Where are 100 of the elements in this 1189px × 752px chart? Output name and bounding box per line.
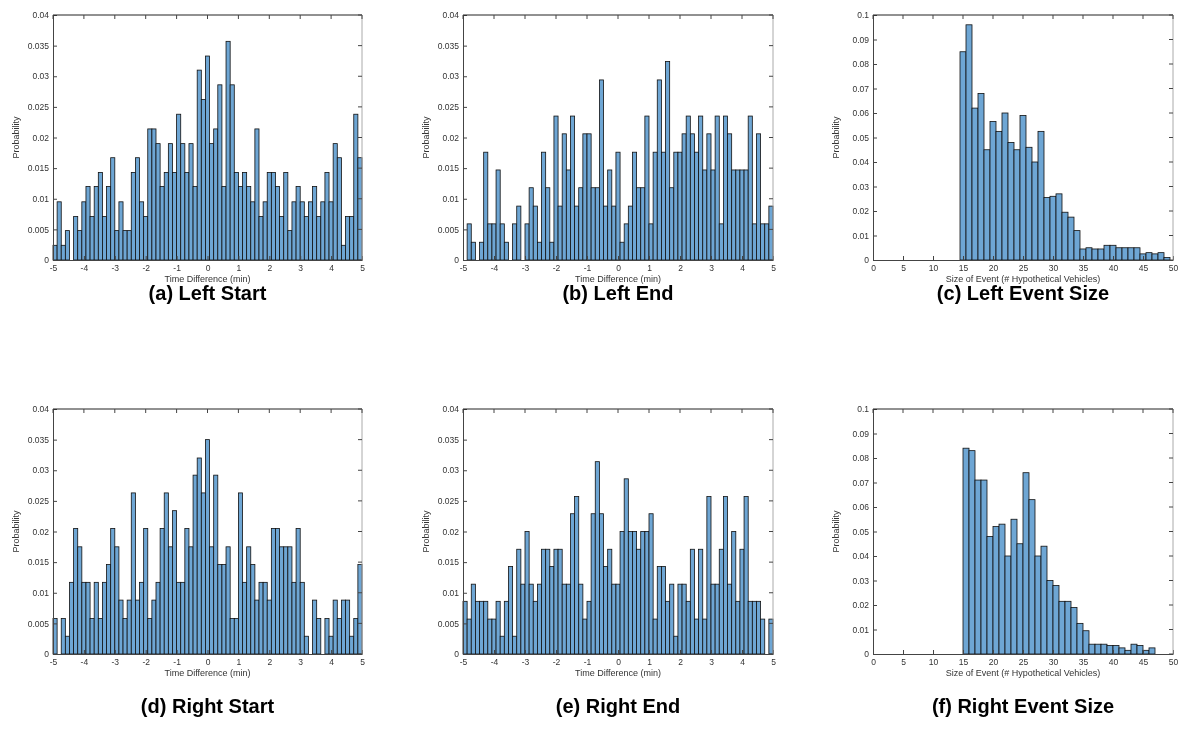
x-tick-label: 0 (616, 657, 622, 668)
y-tick-label: 0.09 (852, 34, 870, 45)
x-tick-label: 5 (771, 657, 777, 668)
y-tick-label: 0.03 (32, 465, 50, 476)
y-tick-label: 0.05 (852, 526, 870, 537)
x-tick-label: 3 (298, 263, 304, 274)
y-axis-title: Probability (421, 116, 431, 159)
y-tick-label: 0.035 (27, 434, 50, 445)
x-tick-label: -1 (173, 263, 182, 274)
y-tick-label: 0.04 (442, 404, 460, 415)
x-tick-label: -3 (521, 657, 530, 668)
text: (e) Right End (555, 695, 681, 717)
y-tick-label: 0.03 (852, 575, 870, 586)
x-tick-label: 1 (647, 263, 653, 274)
x-tick-label: 20 (988, 657, 999, 668)
text: (d) Right Start (140, 695, 275, 717)
y-tick-label: 0 (864, 649, 870, 660)
x-tick-label: 5 (360, 657, 366, 668)
x-tick-label: 4 (329, 263, 335, 274)
y-axis-title: Probability (421, 510, 431, 553)
x-tick-label: 35 (1078, 657, 1089, 668)
x-tick-label: -4 (490, 657, 499, 668)
y-tick-label: 0.06 (852, 108, 870, 119)
y-tick-label: 0.04 (852, 157, 870, 168)
x-tick-label: 30 (1048, 657, 1059, 668)
x-tick-label: -4 (80, 657, 89, 668)
x-tick-label: 0 (205, 263, 211, 274)
y-tick-label: 0.03 (852, 181, 870, 192)
x-tick-label: 4 (740, 263, 746, 274)
x-tick-label: 2 (678, 263, 684, 274)
x-tick-label: 15 (958, 263, 969, 274)
y-tick-label: 0 (454, 255, 460, 266)
y-tick-label: 0 (44, 649, 50, 660)
x-tick-label: 2 (267, 263, 273, 274)
y-tick-label: 0.1 (857, 404, 870, 415)
x-tick-label: 5 (771, 263, 777, 274)
y-tick-label: 0.02 (442, 526, 460, 537)
x-tick-label: -5 (49, 263, 58, 274)
y-tick-label: 0.02 (32, 132, 50, 143)
y-tick-label: 0.03 (32, 71, 50, 82)
y-tick-label: 0.035 (437, 40, 460, 51)
x-axis-title: Size of Event (# Hypothetical Vehicles) (945, 668, 1101, 678)
y-tick-label: 0.08 (852, 453, 870, 464)
x-tick-label: 1 (647, 657, 653, 668)
y-tick-label: 0.035 (27, 40, 50, 51)
x-tick-label: 50 (1168, 657, 1179, 668)
y-tick-label: 0.015 (437, 557, 460, 568)
x-tick-label: 40 (1108, 263, 1119, 274)
y-tick-label: 0.03 (442, 465, 460, 476)
x-tick-label: -4 (80, 263, 89, 274)
x-axis-title: Time Difference (min) (164, 668, 251, 678)
x-tick-label: 4 (329, 657, 335, 668)
y-tick-label: 0.02 (852, 206, 870, 217)
x-tick-label: 2 (267, 657, 273, 668)
x-tick-label: 30 (1048, 263, 1059, 274)
y-axis-title: Probability (831, 510, 841, 553)
x-tick-label: 5 (901, 263, 907, 274)
x-tick-label: 10 (928, 263, 939, 274)
x-tick-label: -3 (111, 263, 120, 274)
x-tick-label: 0 (616, 263, 622, 274)
y-tick-label: 0.1 (857, 10, 870, 21)
x-tick-label: 45 (1138, 263, 1149, 274)
x-tick-label: -2 (142, 657, 151, 668)
x-tick-label: -2 (552, 263, 561, 274)
y-tick-label: 0.02 (852, 600, 870, 611)
y-tick-label: 0.06 (852, 502, 870, 513)
y-tick-label: 0.01 (852, 624, 870, 635)
y-tick-label: 0.04 (442, 10, 460, 21)
y-tick-label: 0.03 (442, 71, 460, 82)
y-tick-label: 0.09 (852, 428, 870, 439)
x-tick-label: 10 (928, 657, 939, 668)
x-tick-label: 0 (205, 657, 211, 668)
text: (f) Right Event Size (931, 695, 1115, 717)
y-tick-label: 0.05 (852, 132, 870, 143)
y-tick-label: 0.04 (32, 10, 50, 21)
y-tick-label: 0.005 (437, 224, 460, 235)
x-tick-label: -2 (552, 657, 561, 668)
y-tick-label: 0.005 (27, 618, 50, 629)
x-tick-label: 0 (871, 263, 877, 274)
y-tick-label: 0.01 (32, 587, 50, 598)
x-tick-label: 25 (1018, 263, 1029, 274)
y-tick-label: 0.035 (437, 434, 460, 445)
y-tick-label: 0.015 (27, 163, 50, 174)
y-tick-label: 0.01 (32, 193, 50, 204)
x-tick-label: 45 (1138, 657, 1149, 668)
y-tick-label: 0.08 (852, 59, 870, 70)
y-tick-label: 0.04 (852, 551, 870, 562)
y-tick-label: 0.025 (27, 102, 50, 113)
y-axis-title: Probability (11, 116, 21, 159)
x-tick-label: -2 (142, 263, 151, 274)
x-tick-label: 1 (236, 263, 242, 274)
x-tick-label: 5 (901, 657, 907, 668)
x-tick-label: -1 (583, 263, 592, 274)
y-tick-label: 0.01 (442, 587, 460, 598)
x-tick-label: -3 (521, 263, 530, 274)
x-tick-label: -3 (111, 657, 120, 668)
y-axis-title: Probability (11, 510, 21, 553)
x-tick-label: 35 (1078, 263, 1089, 274)
y-tick-label: 0.025 (437, 496, 460, 507)
x-tick-label: -1 (583, 657, 592, 668)
